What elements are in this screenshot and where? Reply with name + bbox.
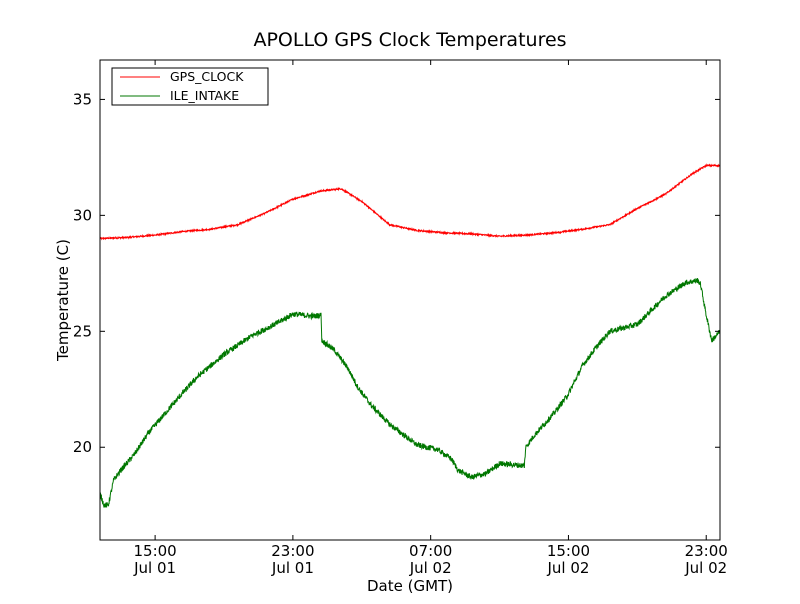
x-tick-label-date: Jul 01 [133, 559, 176, 577]
y-axis-label: Temperature (C) [54, 239, 72, 362]
series-line-gps-clock [99, 163, 721, 241]
y-tick-label: 35 [73, 90, 92, 108]
x-axis-label: Date (GMT) [367, 577, 453, 595]
x-tick-label-time: 07:00 [409, 542, 452, 560]
x-tick-label-date: Jul 01 [271, 559, 314, 577]
x-tick-label-time: 15:00 [547, 542, 590, 560]
x-tick-label-date: Jul 02 [684, 559, 727, 577]
x-tick-label-time: 15:00 [133, 542, 176, 560]
legend-box [111, 67, 269, 106]
x-tick-label-date: Jul 02 [409, 559, 452, 577]
y-tick-label: 25 [73, 322, 92, 340]
series-layer [99, 163, 721, 508]
y-tick-label: 30 [73, 206, 92, 224]
legend-label-ile-intake: ILE_INTAKE [170, 88, 239, 103]
legend-label-gps-clock: GPS_CLOCK [170, 69, 244, 84]
legend: GPS_CLOCK ILE_INTAKE [111, 67, 269, 106]
chart-title: APOLLO GPS Clock Temperatures [253, 29, 566, 51]
x-tick-label-time: 23:00 [685, 542, 728, 560]
series-line-ile-intake [99, 277, 721, 508]
plot-area-frame [99, 59, 721, 541]
x-tick-label-time: 23:00 [271, 542, 314, 560]
y-tick-label: 20 [73, 438, 92, 456]
x-tick-label-date: Jul 02 [546, 559, 589, 577]
